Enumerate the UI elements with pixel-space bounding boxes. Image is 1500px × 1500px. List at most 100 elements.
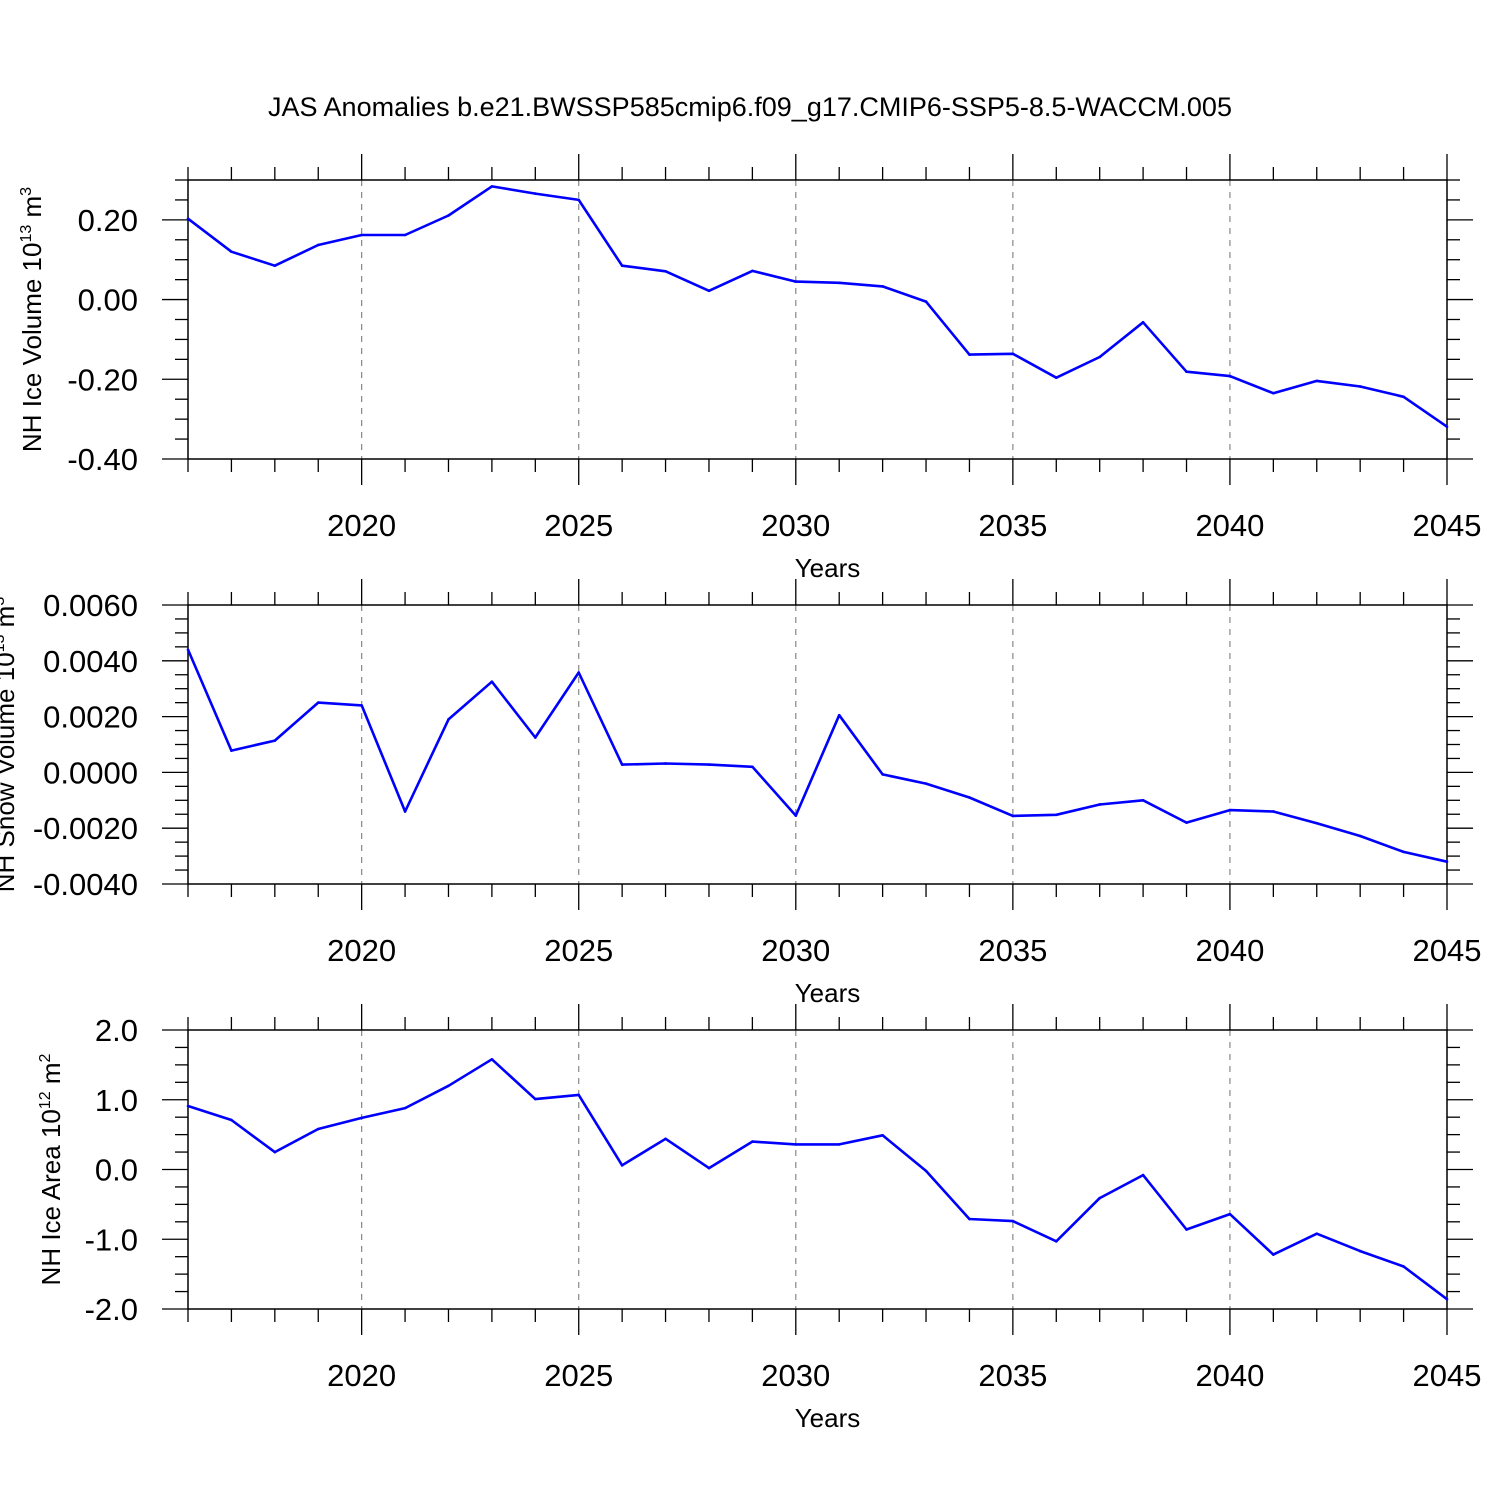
data-point [751, 765, 754, 769]
y-tick-label: 0.0020 [43, 700, 138, 735]
data-point [1228, 808, 1232, 812]
data-point [794, 280, 798, 283]
data-point [534, 192, 537, 195]
x-tick-label: 2020 [327, 508, 396, 543]
y-tick-label: 0.0 [95, 1153, 138, 1188]
data-point [1315, 379, 1319, 383]
data-point [1358, 1249, 1362, 1253]
x-tick-label: 2020 [327, 1358, 396, 1393]
data-point [1185, 370, 1188, 374]
y-axis-label: NH Snow Volume 1013 m3 [0, 597, 20, 893]
y-tick-label: 0.0060 [43, 588, 138, 623]
x-tick-label: 2025 [544, 508, 613, 543]
y-tick-label: -0.0020 [33, 811, 138, 846]
data-point [1272, 1253, 1275, 1256]
data-point [837, 1143, 841, 1146]
data-point [230, 749, 233, 752]
data-point [1011, 1219, 1015, 1223]
y-tick-label: 0.20 [78, 203, 138, 238]
x-tick-label: 2045 [1413, 933, 1482, 968]
x-tick-label: 2025 [544, 933, 613, 968]
y-tick-label: -0.0040 [33, 867, 138, 902]
data-point [707, 763, 711, 766]
panel-snow-volume: 2020 2025 2030 2035 2040 2045 Years -0.0040 -0.0… [0, 579, 1481, 1008]
data-point [1315, 1232, 1319, 1235]
data-point [664, 269, 667, 273]
data-point [620, 264, 624, 267]
data-point [1445, 1297, 1449, 1301]
y-tick-label: -0.20 [67, 362, 138, 397]
y-tick-label: 1.0 [95, 1083, 138, 1118]
data-point [403, 233, 407, 237]
data-point [707, 289, 711, 293]
panels: 2020 2025 2030 2035 2040 2045 Years -0.40 -0.20 0… [0, 154, 1481, 1433]
data-point [447, 1084, 450, 1088]
series-line [187, 185, 1448, 428]
x-tick-label: 2030 [761, 508, 830, 543]
series-line [186, 649, 1448, 863]
data-point [186, 217, 190, 220]
data-point [620, 1164, 624, 1167]
data-point [273, 739, 277, 742]
x-tick-label: 2040 [1195, 1358, 1264, 1393]
data-point [316, 701, 320, 704]
data-point [924, 1169, 928, 1173]
data-point [1315, 821, 1319, 825]
data-point [403, 810, 407, 813]
data-point [230, 1118, 233, 1122]
x-tick-label: 2020 [327, 933, 396, 968]
data-point [1358, 834, 1362, 838]
data-point [534, 1097, 537, 1101]
data-point [1272, 810, 1275, 813]
y-tick-label: 0.0040 [43, 644, 138, 679]
data-point [230, 250, 233, 254]
x-tick-label: 2040 [1195, 933, 1264, 968]
data-point [1358, 385, 1362, 388]
data-point [186, 1104, 190, 1108]
data-point [534, 736, 537, 739]
data-point [1402, 850, 1405, 854]
data-point [837, 713, 841, 717]
y-tick-label: 2.0 [95, 1013, 138, 1048]
data-point [924, 782, 928, 785]
data-point [1011, 352, 1015, 356]
data-point [751, 1140, 754, 1143]
data-point [1228, 374, 1232, 378]
data-point [1402, 395, 1405, 399]
y-tick-label: -2.0 [85, 1292, 138, 1327]
x-tick-label: 2035 [978, 933, 1047, 968]
data-point [794, 814, 798, 817]
data-point [1185, 1228, 1188, 1231]
data-point [968, 1217, 971, 1221]
data-point [968, 796, 971, 799]
data-point [1098, 803, 1101, 806]
data-point [1141, 799, 1145, 802]
data-point [794, 1143, 798, 1146]
x-axis-label: Years [795, 1403, 861, 1433]
data-point [1141, 320, 1145, 324]
data-point [403, 1106, 407, 1110]
data-point [968, 353, 971, 356]
data-point [186, 648, 190, 651]
data-point [316, 243, 320, 247]
data-point [577, 198, 581, 202]
x-tick-label: 2030 [761, 1358, 830, 1393]
panel-ice-volume: 2020 2025 2030 2035 2040 2045 Years -0.40 -0.20 0… [17, 154, 1481, 583]
data-point [664, 762, 667, 765]
data-point [1445, 425, 1449, 429]
data-point [707, 1166, 711, 1170]
data-point [360, 233, 363, 237]
data-point [1054, 813, 1058, 817]
x-tick-label: 2035 [978, 508, 1047, 543]
data-point [881, 1134, 884, 1137]
data-point [1054, 1240, 1058, 1243]
data-point [837, 281, 841, 285]
data-point [751, 269, 754, 273]
y-tick-label: 0.00 [78, 283, 138, 318]
data-point [1054, 376, 1058, 379]
data-point [1098, 355, 1101, 359]
data-point [620, 763, 624, 766]
data-point [924, 300, 928, 303]
data-point [1185, 821, 1188, 824]
